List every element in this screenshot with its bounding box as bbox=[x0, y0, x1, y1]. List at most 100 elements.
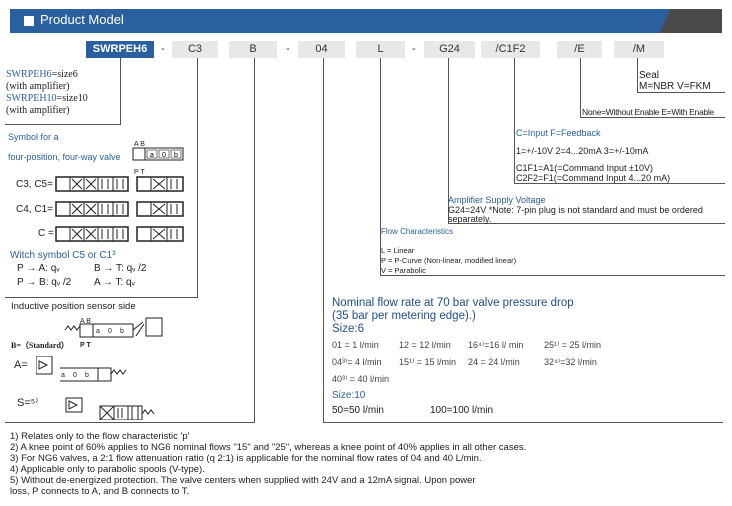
port-labels: A B bbox=[134, 141, 145, 148]
leader-line bbox=[637, 92, 725, 93]
flow-path: A → T: qᵥ bbox=[94, 277, 135, 288]
leader-line bbox=[448, 58, 449, 223]
signal-option: C1F1=A1(=Command Input ±10V) bbox=[516, 163, 654, 173]
footnote: loss, P connects to A, and B connects to… bbox=[10, 486, 190, 497]
sensor-symbols: a 0 b a 0 b bbox=[60, 317, 163, 420]
footnote: 1) Relates only to the flow characterist… bbox=[10, 431, 190, 442]
footnotes: 1) Relates only to the flow characterist… bbox=[10, 431, 526, 497]
port-labels: A B bbox=[80, 318, 91, 325]
svg-text:0: 0 bbox=[73, 372, 77, 379]
signal-title: C=Input F=Feedback bbox=[516, 128, 601, 138]
spool-label: C4, C1= bbox=[16, 204, 53, 215]
legend-text: =size10 bbox=[56, 93, 88, 104]
seal-options: M=NBR V=FKM bbox=[639, 81, 711, 92]
legend-text: (with amplifier) bbox=[6, 105, 70, 116]
leader-line bbox=[448, 223, 725, 224]
code-enable: /E bbox=[557, 41, 602, 58]
flow-char-item: P = P-Curve (Non-linear, modified linear… bbox=[381, 256, 517, 265]
header-accent bbox=[660, 9, 722, 33]
svg-text:b: b bbox=[85, 372, 89, 379]
section-header: Product Model bbox=[10, 9, 722, 33]
signal-options: 1=+/-10V 2=4...20mA 3=+/-10mA bbox=[516, 146, 649, 156]
code-signal: /C1F2 bbox=[481, 41, 540, 58]
rate: 25¹⁾ = 25 l/min bbox=[544, 340, 601, 350]
size6-label: Size:6 bbox=[332, 323, 364, 335]
seal-title: Seal bbox=[639, 70, 660, 81]
rate: 16⁴⁾=16 l/ min bbox=[468, 340, 524, 350]
supply-text: separately. bbox=[448, 214, 492, 224]
rate: 12 = 12 l/min bbox=[399, 340, 451, 350]
symbol-title: Symbol for a bbox=[8, 132, 59, 142]
nominal-title-line: (35 bar per metering edge).) bbox=[332, 310, 476, 322]
svg-text:b: b bbox=[174, 152, 178, 159]
legend-code: SWRPEH10 bbox=[6, 93, 57, 104]
flow-char-item: V = Parabolic bbox=[381, 266, 426, 275]
flow-char-title: Flow Characteristics bbox=[381, 227, 454, 236]
spool-label: C = bbox=[38, 228, 54, 239]
code-seal: /M bbox=[614, 41, 664, 58]
footnote: 3) For NG6 valves, a 2:1 flow attenuatio… bbox=[10, 453, 482, 464]
leader-line bbox=[323, 422, 723, 423]
flow-path: P → A: qᵥ bbox=[17, 263, 60, 274]
size10-label: Size:10 bbox=[332, 390, 366, 401]
rate: 15¹⁾ = 15 l/min bbox=[399, 357, 456, 367]
rate: 04³⁾= 4 l/min bbox=[332, 357, 382, 367]
svg-text:a: a bbox=[96, 328, 100, 335]
flow-char-item: L = Linear bbox=[381, 246, 415, 255]
sensor-s-label: S=⁵⁾ bbox=[17, 397, 39, 409]
rate: 100=100 l/min bbox=[430, 405, 494, 416]
leader-line bbox=[514, 58, 515, 183]
separator: - bbox=[412, 43, 416, 55]
flow-path: B → T: qᵥ /2 bbox=[94, 263, 147, 274]
rate: 40³⁾ = 40 l/min bbox=[332, 374, 389, 384]
port-labels: P T bbox=[80, 342, 91, 349]
witch-title: Witch symbol C5 or C1³ bbox=[10, 250, 116, 261]
footnote: 4) Applicable only to parabolic spools (… bbox=[10, 464, 205, 475]
rate: 32⁴⁾=32 l/min bbox=[544, 357, 597, 367]
legend-text: =size6 bbox=[51, 69, 78, 80]
symbol-title: four-position, four-way valve bbox=[8, 152, 121, 162]
svg-text:0: 0 bbox=[162, 152, 166, 159]
sensor-b-label: B=（Standard） bbox=[11, 341, 69, 350]
sensor-a-label: A= bbox=[14, 359, 28, 371]
signal-option: C2F2=F1(=Command Input 4...20 mA) bbox=[516, 173, 671, 183]
code-characteristic: L bbox=[356, 41, 405, 58]
code-spool: C3 bbox=[172, 41, 218, 58]
spool-symbols bbox=[55, 176, 184, 242]
leader-line bbox=[254, 58, 255, 423]
port-labels: P T bbox=[134, 169, 145, 176]
leader-line bbox=[5, 297, 198, 298]
flow-path: P → B: qᵥ /2 bbox=[17, 277, 72, 288]
pos-a: a bbox=[150, 152, 154, 159]
nominal-title: Nominal flow rate at 70 bar valve pressu… bbox=[332, 297, 574, 336]
size-legend: SWRPEH6=size6 (with amplifier) SWRPEH10=… bbox=[6, 69, 88, 117]
actuator-icons bbox=[36, 356, 83, 413]
leader-line bbox=[637, 58, 638, 92]
svg-text:b: b bbox=[120, 328, 124, 335]
legend-text: (with amplifier) bbox=[6, 81, 70, 92]
rate: 01 = 1 l/min bbox=[332, 340, 379, 350]
square-icon bbox=[24, 16, 34, 26]
leader-line bbox=[5, 124, 121, 125]
code-flow: 04 bbox=[298, 41, 345, 58]
supply-text: G24=24V *Note: 7-pin plug is not standar… bbox=[448, 205, 703, 215]
leader-line bbox=[197, 58, 198, 298]
leader-line bbox=[5, 422, 255, 423]
legend-code: SWRPEH6 bbox=[6, 69, 52, 80]
code-sensor: B bbox=[229, 41, 277, 58]
leader-line bbox=[380, 58, 381, 275]
section-title: Product Model bbox=[40, 12, 124, 27]
spool-label: C3, C5= bbox=[16, 179, 53, 190]
rate: 50=50 l/min bbox=[332, 405, 384, 416]
enable-options: None=Without Enable E=With Enable bbox=[582, 107, 714, 117]
valve-symbol: a 0 b bbox=[132, 147, 184, 161]
nominal-title-line: Nominal flow rate at 70 bar valve pressu… bbox=[332, 297, 574, 309]
svg-text:0: 0 bbox=[108, 328, 112, 335]
separator: - bbox=[286, 43, 290, 55]
footnote: 2) A knee point of 60% applies to NG6 no… bbox=[10, 442, 527, 453]
code-voltage: G24 bbox=[424, 41, 475, 58]
leader-line bbox=[120, 58, 121, 125]
supply-title: Amplifier Supply Voltage bbox=[448, 195, 546, 205]
footnote: 5) Without de-energized protection. The … bbox=[10, 475, 476, 486]
sensor-title: Inductive position sensor side bbox=[11, 301, 136, 312]
